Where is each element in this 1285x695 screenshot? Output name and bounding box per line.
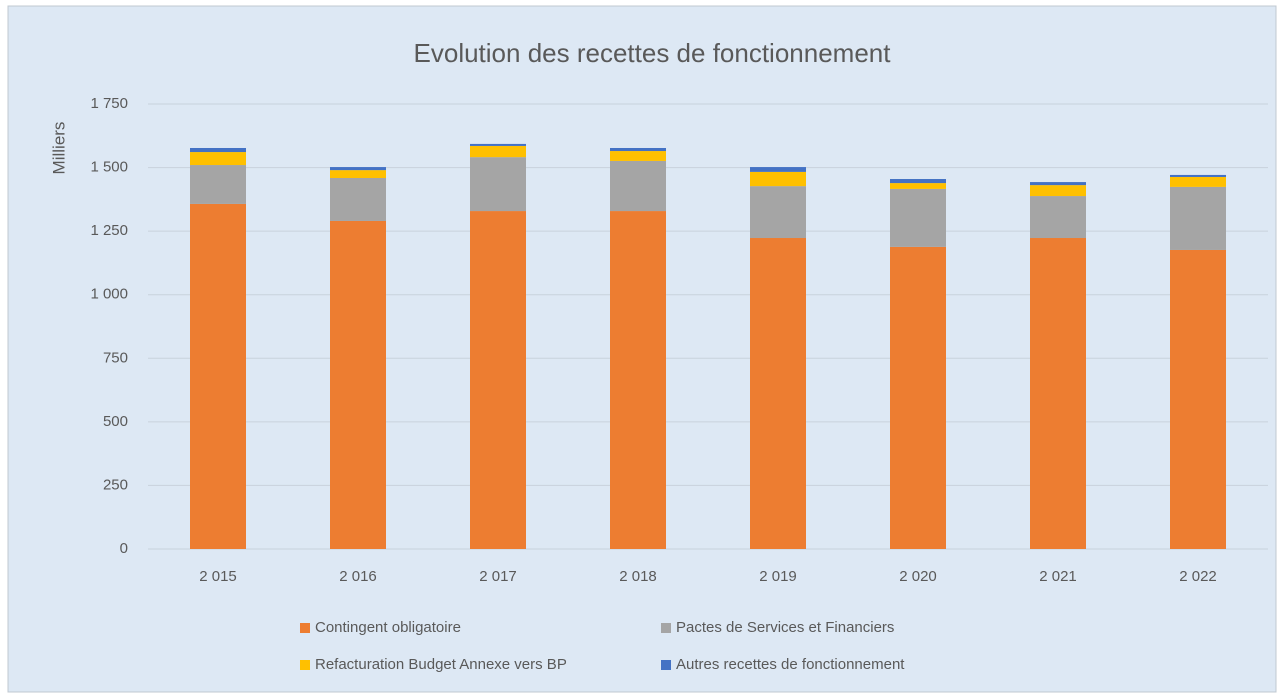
bar-segment [190,165,246,204]
y-tick-label: 1 250 [90,222,128,239]
bar-segment [610,160,666,212]
y-tick-label: 1 500 [90,159,128,176]
bar-segment [470,211,526,549]
bar-segment [1170,186,1226,250]
legend-label: Autres recettes de fonctionnement [676,656,905,673]
bar-segment [330,177,386,221]
bar-segment [470,145,526,158]
bar-segment [1170,176,1226,187]
legend-label: Refacturation Budget Annexe vers BP [315,656,567,673]
bar-segment [330,167,386,171]
bar-segment [750,238,806,549]
y-tick-label: 1 750 [90,95,128,112]
bar-segment [1030,238,1086,549]
bar-segment [330,170,386,178]
x-tick-label: 2 021 [1039,568,1077,585]
bar-segment [190,147,246,153]
bar-segment [890,188,946,247]
bar-segment [610,151,666,161]
x-tick-label: 2 017 [479,568,517,585]
x-tick-label: 2 018 [619,568,657,585]
legend-swatch [300,660,310,670]
bar-segment [1030,196,1086,239]
bar-segment [890,179,946,184]
bar-segment [1170,249,1226,549]
x-tick-label: 2 022 [1179,568,1217,585]
bar-segment [190,152,246,166]
y-tick-label: 1 000 [90,286,128,303]
x-tick-label: 2 019 [759,568,797,585]
bar-segment [610,147,666,152]
bar-segment [1030,182,1086,186]
legend-label: Contingent obligatoire [315,619,461,636]
legend-swatch [300,623,310,633]
x-tick-label: 2 016 [339,568,377,585]
bar-segment [610,211,666,549]
bar-segment [330,220,386,549]
bar-segment [890,183,946,189]
bar-segment [750,171,806,187]
y-tick-label: 0 [120,540,128,557]
bar-segment [190,203,246,550]
bar-segment [1170,174,1226,177]
legend-swatch [661,660,671,670]
y-tick-label: 250 [103,476,128,493]
x-tick-label: 2 015 [199,568,237,585]
bar-segment [750,186,806,239]
y-axis-label: Milliers [49,122,68,175]
x-tick-label: 2 020 [899,568,937,585]
bar-segment [890,246,946,549]
bar-segment [470,157,526,212]
legend-swatch [661,623,671,633]
chart-title: Evolution des recettes de fonctionnement [414,38,892,68]
bar-segment [1030,185,1086,197]
y-tick-label: 500 [103,413,128,430]
bar-segment [470,143,526,146]
y-tick-label: 750 [103,349,128,366]
bar-segment [750,167,806,172]
legend-label: Pactes de Services et Financiers [676,619,894,636]
